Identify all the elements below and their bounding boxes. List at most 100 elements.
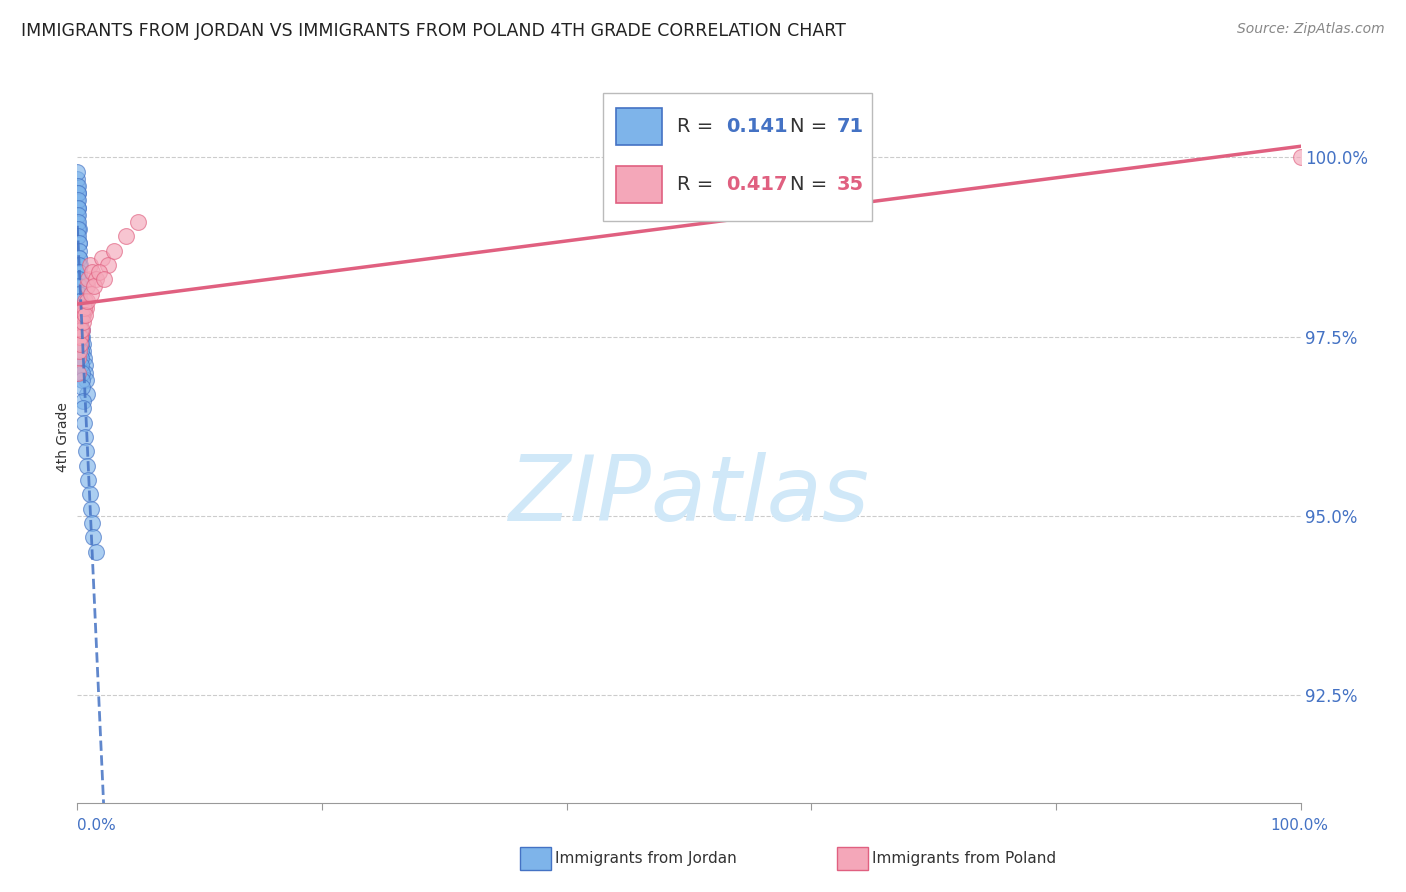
Point — [66, 179, 89, 194]
Point — [70, 301, 93, 315]
Text: IMMIGRANTS FROM JORDAN VS IMMIGRANTS FROM POLAND 4TH GRADE CORRELATION CHART: IMMIGRANTS FROM JORDAN VS IMMIGRANTS FRO… — [21, 22, 846, 40]
Point — [73, 359, 96, 373]
Point — [70, 322, 93, 336]
Point — [70, 308, 93, 322]
Point — [72, 394, 94, 409]
Point — [69, 315, 91, 329]
Point — [70, 329, 93, 343]
Text: 0.0%: 0.0% — [77, 818, 117, 832]
Point — [72, 315, 94, 329]
Point — [80, 516, 103, 530]
Point — [66, 179, 89, 194]
Text: ZIPatlas: ZIPatlas — [509, 451, 869, 540]
Point — [66, 172, 89, 186]
Point — [82, 531, 104, 545]
Point — [66, 186, 89, 201]
Point — [66, 229, 89, 244]
Point — [67, 265, 90, 279]
Point — [1289, 150, 1312, 164]
Text: Immigrants from Poland: Immigrants from Poland — [872, 851, 1056, 865]
FancyBboxPatch shape — [616, 167, 662, 203]
Point — [67, 222, 90, 236]
Point — [79, 258, 101, 272]
FancyBboxPatch shape — [616, 108, 662, 145]
Point — [84, 545, 107, 559]
Point — [67, 215, 90, 229]
Point — [77, 473, 100, 487]
Point — [72, 401, 94, 416]
Point — [66, 186, 89, 201]
Point — [67, 366, 90, 380]
Point — [69, 301, 91, 315]
Point — [67, 229, 90, 244]
Point — [76, 293, 98, 308]
Point — [66, 201, 89, 215]
Point — [66, 222, 89, 236]
Point — [69, 315, 91, 329]
Point — [70, 366, 93, 380]
Point — [72, 336, 94, 351]
Point — [83, 279, 105, 293]
Point — [80, 265, 103, 279]
Point — [67, 244, 90, 258]
Point — [70, 380, 93, 394]
Point — [69, 329, 91, 343]
Text: 71: 71 — [837, 117, 865, 136]
Point — [76, 387, 98, 401]
Point — [70, 351, 93, 366]
Text: Source: ZipAtlas.com: Source: ZipAtlas.com — [1237, 22, 1385, 37]
Point — [84, 272, 107, 286]
Point — [69, 322, 91, 336]
Point — [69, 336, 91, 351]
Point — [93, 272, 115, 286]
Text: Immigrants from Jordan: Immigrants from Jordan — [555, 851, 737, 865]
Point — [67, 272, 90, 286]
Point — [70, 322, 93, 336]
Point — [67, 251, 90, 265]
Point — [69, 329, 91, 343]
Point — [69, 279, 91, 293]
Text: R =: R = — [676, 117, 720, 136]
Point — [69, 336, 91, 351]
Point — [76, 458, 98, 473]
FancyBboxPatch shape — [603, 94, 873, 221]
Point — [66, 194, 89, 208]
Point — [66, 208, 89, 222]
Point — [69, 301, 91, 315]
Point — [75, 308, 97, 322]
Point — [66, 186, 89, 201]
Point — [67, 222, 90, 236]
Point — [73, 416, 96, 430]
Point — [69, 293, 91, 308]
Point — [73, 293, 96, 308]
Text: N =: N = — [790, 175, 834, 194]
Point — [73, 301, 96, 315]
Point — [66, 351, 89, 366]
Point — [67, 251, 90, 265]
Point — [76, 279, 98, 293]
Point — [69, 322, 91, 336]
Point — [115, 229, 138, 244]
Point — [69, 272, 91, 286]
Point — [80, 286, 103, 301]
Point — [70, 344, 93, 359]
Y-axis label: 4th Grade: 4th Grade — [56, 402, 70, 472]
Point — [79, 487, 101, 501]
Text: 0.141: 0.141 — [725, 117, 787, 136]
Text: R =: R = — [676, 175, 720, 194]
Point — [75, 366, 97, 380]
Point — [80, 501, 103, 516]
Point — [127, 215, 149, 229]
Text: 100.0%: 100.0% — [1271, 818, 1329, 832]
Point — [67, 236, 90, 251]
Text: N =: N = — [790, 117, 834, 136]
Text: 0.417: 0.417 — [725, 175, 787, 194]
Point — [72, 344, 94, 359]
Point — [90, 251, 112, 265]
Point — [69, 308, 91, 322]
Point — [69, 258, 91, 272]
Point — [69, 329, 91, 343]
Point — [73, 430, 96, 444]
Point — [67, 286, 90, 301]
Point — [72, 308, 94, 322]
